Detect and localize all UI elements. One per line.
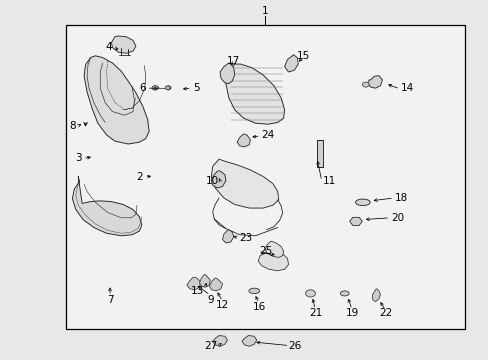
Text: 11: 11 [322,176,335,186]
Text: 24: 24 [261,130,274,140]
Text: 4: 4 [105,42,112,52]
Bar [66,25,464,329]
Text: 26: 26 [288,341,301,351]
Polygon shape [211,159,278,208]
Ellipse shape [248,288,259,294]
Bar [316,140,323,167]
Text: 21: 21 [308,308,322,318]
Polygon shape [242,336,256,346]
Text: 13: 13 [191,286,204,296]
Polygon shape [212,336,227,346]
Text: 14: 14 [400,83,413,93]
Text: 3: 3 [75,153,82,163]
Text: 9: 9 [206,294,213,305]
Polygon shape [111,36,136,53]
Polygon shape [222,230,233,243]
Polygon shape [72,176,142,236]
Text: 20: 20 [390,213,404,223]
Text: 8: 8 [69,121,76,131]
Text: 12: 12 [215,300,229,310]
Polygon shape [84,56,149,144]
Text: 6: 6 [139,83,145,93]
Polygon shape [225,64,284,124]
Text: 10: 10 [205,176,219,186]
Polygon shape [367,76,382,88]
Text: 22: 22 [379,308,392,318]
Text: 23: 23 [239,233,252,243]
Text: 18: 18 [394,193,407,203]
Polygon shape [209,278,222,291]
Polygon shape [199,274,210,287]
Text: 16: 16 [252,302,265,312]
Text: 2: 2 [136,172,143,182]
Polygon shape [220,63,234,84]
Circle shape [305,290,315,297]
Ellipse shape [355,199,369,206]
Polygon shape [186,277,200,290]
Circle shape [362,82,368,87]
Text: 5: 5 [193,83,200,93]
Text: 17: 17 [226,56,240,66]
Polygon shape [264,241,283,257]
Circle shape [152,86,158,90]
Text: 1: 1 [261,6,268,16]
Polygon shape [258,251,288,271]
Text: 19: 19 [345,308,358,318]
Polygon shape [211,171,225,188]
Text: 27: 27 [204,341,217,351]
Polygon shape [284,55,298,72]
Polygon shape [237,134,250,147]
Text: 7: 7 [106,294,113,305]
Text: 25: 25 [259,246,272,256]
Polygon shape [372,289,380,302]
Text: 15: 15 [296,51,309,61]
Ellipse shape [340,291,348,296]
Circle shape [165,86,170,90]
